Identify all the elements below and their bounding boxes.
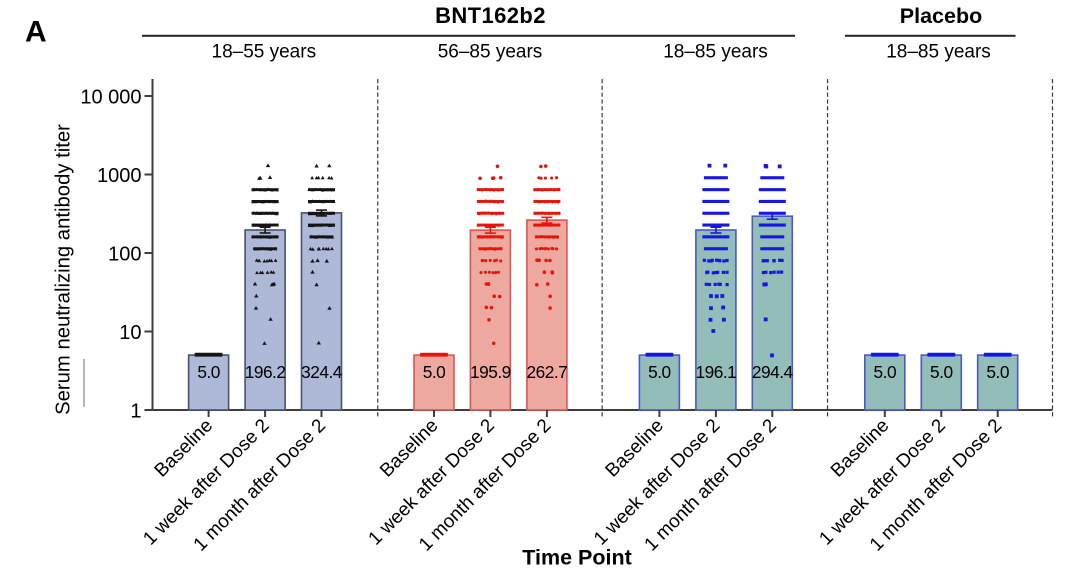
svg-text:1: 1: [130, 400, 141, 422]
svg-text:A: A: [25, 16, 47, 49]
svg-text:18–85 years: 18–85 years: [886, 42, 991, 63]
svg-text:5.0: 5.0: [648, 362, 671, 382]
svg-text:262.7: 262.7: [527, 362, 568, 382]
svg-text:5.0: 5.0: [423, 362, 446, 382]
svg-text:324.4: 324.4: [301, 362, 343, 382]
svg-text:196.2: 196.2: [245, 362, 286, 382]
svg-text:100: 100: [108, 243, 141, 265]
svg-text:18–85 years: 18–85 years: [663, 42, 768, 63]
svg-text:1000: 1000: [97, 165, 142, 187]
svg-text:5.0: 5.0: [874, 362, 897, 382]
svg-text:5.0: 5.0: [197, 362, 220, 382]
svg-text:56–85 years: 56–85 years: [438, 42, 543, 63]
svg-text:Time Point: Time Point: [522, 546, 632, 570]
svg-text:10 000: 10 000: [80, 86, 141, 108]
svg-text:10: 10: [119, 322, 141, 344]
svg-text:Placebo: Placebo: [900, 4, 982, 28]
svg-text:5.0: 5.0: [986, 362, 1009, 382]
svg-text:196.1: 196.1: [696, 362, 737, 382]
svg-text:5.0: 5.0: [930, 362, 953, 382]
svg-text:294.4: 294.4: [752, 362, 794, 382]
svg-text:195.9: 195.9: [470, 362, 511, 382]
svg-text:BNT162b2: BNT162b2: [435, 3, 546, 28]
svg-text:18–55 years: 18–55 years: [212, 42, 317, 63]
svg-text:Serum neutralizing antibody ti: Serum neutralizing antibody titer: [53, 124, 75, 415]
